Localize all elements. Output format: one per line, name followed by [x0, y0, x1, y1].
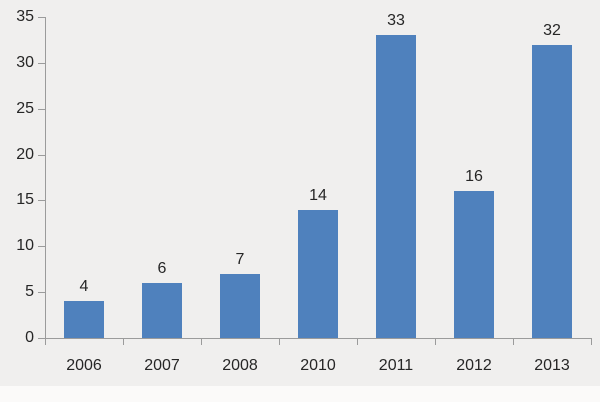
y-axis-tick: [38, 155, 45, 156]
y-tick-label: 15: [16, 191, 34, 208]
bar-2007: [142, 283, 182, 338]
bar-value-label: 6: [157, 260, 167, 277]
x-tick-label: 2011: [378, 357, 414, 374]
bar-value-label: 7: [235, 251, 245, 268]
y-tick-label: 5: [25, 283, 34, 300]
bar-value-label: 14: [309, 187, 327, 204]
bar-2011: [376, 35, 416, 338]
y-tick-label: 0: [25, 329, 34, 346]
y-axis-tick: [38, 246, 45, 247]
bar-2006: [64, 301, 104, 338]
x-axis-tick: [357, 339, 358, 345]
y-axis-tick: [38, 292, 45, 293]
x-tick-label: 2006: [66, 357, 102, 374]
x-axis-tick: [279, 339, 280, 345]
x-tick-label: 2010: [300, 357, 336, 374]
bar-value-label: 33: [387, 12, 405, 29]
y-tick-label: 20: [16, 146, 34, 163]
x-axis-tick: [201, 339, 202, 345]
x-axis-tick: [513, 339, 514, 345]
x-axis-line: [45, 338, 592, 339]
x-tick-label: 2008: [222, 357, 258, 374]
y-tick-label: 25: [16, 100, 34, 117]
x-axis-tick: [45, 339, 46, 345]
bar-2013: [532, 45, 572, 338]
bar-value-label: 32: [543, 22, 561, 39]
bar-2010: [298, 210, 338, 338]
y-axis-tick: [38, 200, 45, 201]
y-tick-label: 35: [16, 8, 34, 25]
y-axis-tick: [38, 17, 45, 18]
x-axis-tick: [591, 339, 592, 345]
x-tick-label: 2013: [534, 357, 570, 374]
y-axis-line: [45, 17, 46, 338]
bar-value-label: 4: [79, 278, 89, 295]
chart-bottom-margin: [0, 386, 600, 402]
y-axis-tick: [38, 63, 45, 64]
bar-value-label: 16: [465, 168, 483, 185]
y-tick-label: 30: [16, 54, 34, 71]
x-axis-tick: [435, 339, 436, 345]
y-axis-tick: [38, 338, 45, 339]
bar-2012: [454, 191, 494, 338]
y-tick-label: 10: [16, 237, 34, 254]
x-axis-tick: [123, 339, 124, 345]
x-tick-label: 2012: [456, 357, 492, 374]
bar-2008: [220, 274, 260, 338]
x-tick-label: 2007: [144, 357, 180, 374]
y-axis-tick: [38, 109, 45, 110]
